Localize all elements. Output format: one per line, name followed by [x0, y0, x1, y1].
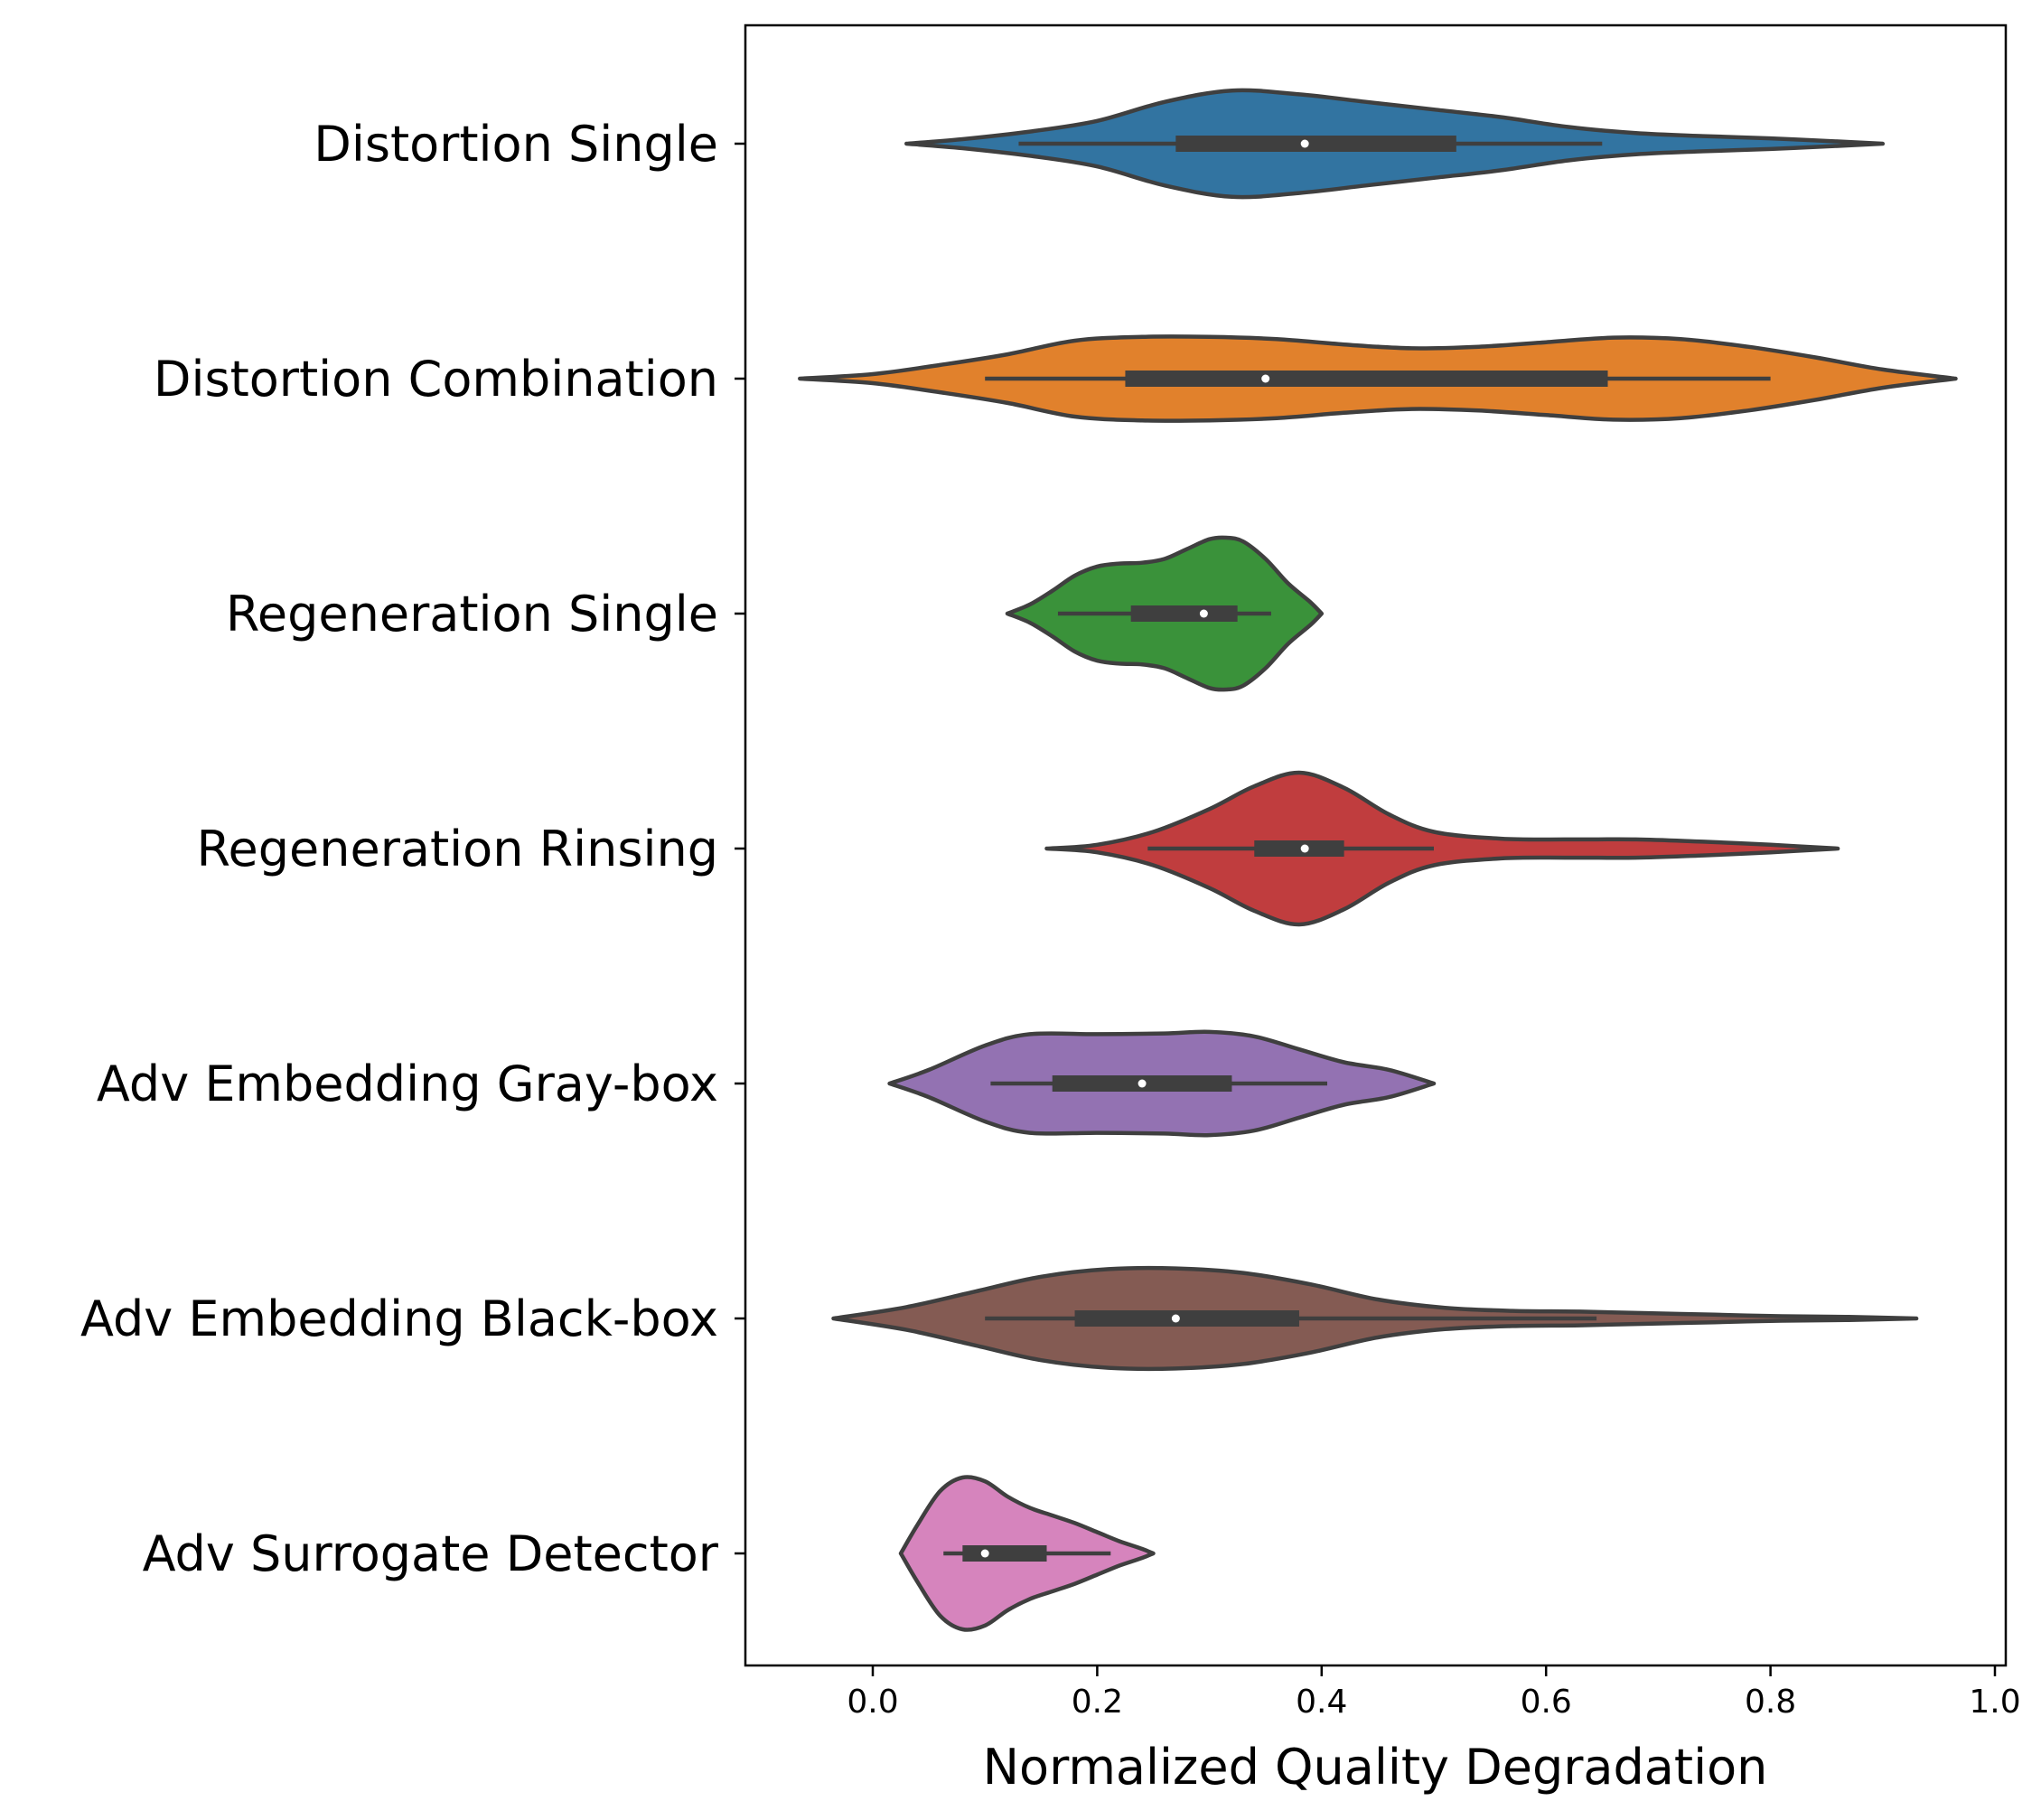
- y-axis: Distortion Single Distortion Combination R…: [80, 116, 745, 1582]
- iqr-box-adv-embedding-black-box: [1074, 1310, 1299, 1327]
- median-point-adv-embedding-gray-box: [1138, 1079, 1147, 1088]
- x-axis: 0.0 0.2 0.4 0.6 0.8 1.0: [847, 1665, 2021, 1721]
- median-point-regeneration-single: [1199, 609, 1208, 618]
- median-point-adv-embedding-black-box: [1171, 1314, 1180, 1323]
- x-axis-title: Normalized Quality Degradation: [983, 1739, 1768, 1796]
- y-tick-label-distortion-combination: Distortion Combination: [154, 351, 718, 408]
- x-tick-label-4: 0.8: [1745, 1684, 1796, 1721]
- violins-layer: [798, 88, 1958, 1632]
- x-tick-label-5: 1.0: [1969, 1684, 2020, 1721]
- y-tick-label-adv-embedding-gray-box: Adv Embedding Gray-box: [97, 1055, 718, 1112]
- iqr-box-regeneration-single: [1130, 605, 1238, 622]
- x-tick-label-0: 0.0: [847, 1684, 898, 1721]
- y-tick-label-adv-embedding-black-box: Adv Embedding Black-box: [80, 1290, 718, 1347]
- iqr-box-distortion-combination: [1125, 371, 1608, 387]
- violin-adv-embedding-gray-box: [887, 1029, 1437, 1138]
- violin-regeneration-single: [1005, 535, 1325, 692]
- x-tick-label-3: 0.6: [1521, 1684, 1572, 1721]
- median-point-adv-surrogate-detector: [980, 1549, 989, 1558]
- y-tick-label-adv-surrogate-detector: Adv Surrogate Detector: [143, 1525, 719, 1582]
- iqr-box-distortion-single: [1175, 136, 1456, 152]
- violin-distortion-combination: [798, 334, 1958, 423]
- violin-adv-surrogate-detector: [898, 1475, 1156, 1632]
- iqr-box-adv-surrogate-detector: [962, 1545, 1047, 1562]
- y-tick-label-distortion-single: Distortion Single: [314, 116, 718, 173]
- violin-body-regeneration-rinsing: [1044, 770, 1840, 927]
- violin-regeneration-rinsing: [1044, 770, 1840, 927]
- violin-adv-embedding-black-box: [831, 1265, 1919, 1372]
- median-point-distortion-single: [1300, 139, 1309, 148]
- y-tick-label-regeneration-rinsing: Regeneration Rinsing: [196, 821, 718, 877]
- iqr-box-regeneration-rinsing: [1254, 840, 1344, 857]
- plot-frame: [744, 23, 2008, 1667]
- median-point-regeneration-rinsing: [1300, 844, 1309, 853]
- median-point-distortion-combination: [1261, 374, 1270, 383]
- violin-distortion-single: [904, 88, 1886, 200]
- x-tick-label-2: 0.4: [1296, 1684, 1347, 1721]
- y-tick-label-regeneration-single: Regeneration Single: [226, 586, 718, 643]
- x-tick-label-1: 0.2: [1072, 1684, 1123, 1721]
